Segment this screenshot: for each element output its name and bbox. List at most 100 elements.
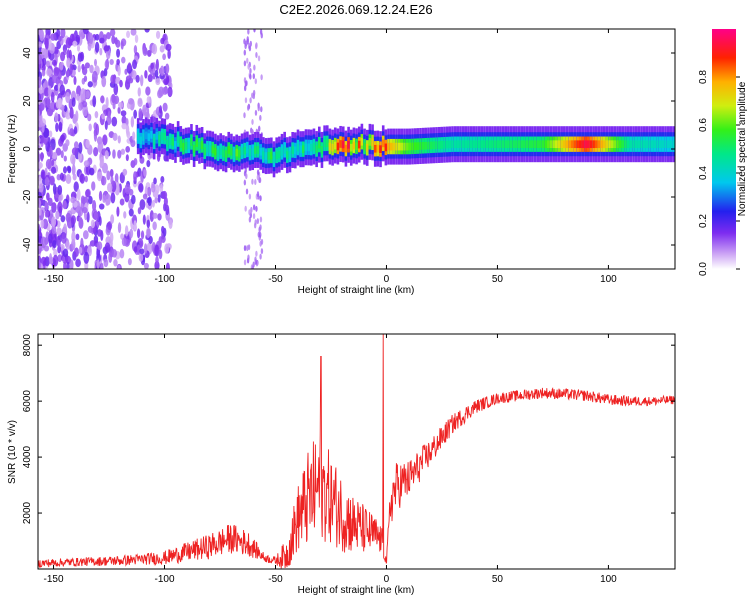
noise-speckle bbox=[51, 152, 58, 159]
noise-speckle bbox=[133, 246, 138, 253]
noise-speckle bbox=[145, 86, 151, 96]
noise-streak bbox=[255, 205, 258, 212]
noise-speckle bbox=[98, 216, 102, 226]
ridge-cell bbox=[413, 142, 417, 151]
ridge-cell bbox=[315, 145, 318, 153]
noise-speckle bbox=[48, 253, 53, 265]
noise-speckle bbox=[47, 233, 53, 244]
noise-speckle bbox=[38, 86, 44, 94]
ridge-cell bbox=[400, 142, 404, 151]
noise-speckle bbox=[53, 84, 59, 91]
noise-speckle bbox=[133, 45, 138, 55]
noise-streak bbox=[251, 128, 254, 135]
colorbar-gradient bbox=[712, 29, 736, 269]
ridge-cell bbox=[440, 140, 444, 149]
noise-speckle bbox=[138, 253, 144, 262]
noise-speckle bbox=[69, 106, 74, 119]
ridge-cell bbox=[376, 144, 380, 153]
noise-speckle bbox=[110, 192, 116, 204]
noise-speckle bbox=[127, 97, 134, 105]
ridge-cell bbox=[459, 140, 462, 149]
noise-speckle bbox=[52, 183, 57, 195]
noise-speckle bbox=[87, 32, 94, 45]
ridge-cell bbox=[632, 140, 635, 149]
ridge-cell bbox=[629, 140, 633, 149]
noise-speckle bbox=[51, 224, 57, 235]
ridge-cell bbox=[661, 140, 665, 149]
snr-y-tick-label: 2000 bbox=[22, 501, 33, 524]
noise-speckle bbox=[38, 229, 41, 236]
noise-speckle bbox=[103, 45, 110, 52]
noise-speckle bbox=[99, 47, 103, 56]
ridge-cell bbox=[200, 141, 204, 149]
ridge-cell bbox=[547, 140, 550, 149]
noise-speckle bbox=[111, 116, 118, 127]
spectrogram-x-label: Height of straight line (km) bbox=[298, 285, 415, 296]
ridge-cell bbox=[171, 138, 175, 146]
noise-streak bbox=[247, 29, 250, 35]
noise-speckle bbox=[46, 108, 53, 117]
noise-speckle bbox=[107, 182, 113, 193]
ridge-cell bbox=[666, 140, 670, 149]
noise-speckle bbox=[124, 68, 128, 75]
ridge-cell bbox=[397, 142, 401, 151]
noise-speckle bbox=[143, 169, 147, 177]
ridge-cell bbox=[360, 137, 364, 146]
noise-speckle bbox=[95, 123, 100, 136]
noise-speckle bbox=[142, 193, 148, 200]
noise-speckle bbox=[142, 104, 147, 116]
ridge-cell bbox=[232, 150, 236, 159]
noise-speckle bbox=[50, 91, 55, 103]
noise-speckle bbox=[104, 150, 109, 160]
ridge-cell bbox=[568, 140, 571, 149]
noise-speckle bbox=[93, 147, 99, 157]
noise-speckle bbox=[154, 184, 160, 195]
noise-speckle bbox=[77, 64, 81, 73]
ridge-cell bbox=[584, 140, 587, 149]
ridge-cell bbox=[278, 150, 281, 159]
ridge-cell bbox=[427, 141, 430, 150]
noise-streak bbox=[249, 97, 252, 104]
noise-speckle bbox=[48, 38, 52, 51]
spectrogram-y-tick-label: 20 bbox=[22, 95, 33, 107]
ridge-cell bbox=[144, 131, 148, 140]
noise-speckle bbox=[77, 150, 82, 162]
noise-speckle bbox=[103, 258, 109, 268]
noise-speckle bbox=[69, 63, 73, 75]
noise-streak bbox=[259, 114, 262, 121]
noise-speckle bbox=[126, 30, 130, 39]
ridge-cell bbox=[336, 142, 340, 151]
ridge-cell bbox=[405, 142, 409, 151]
noise-speckle bbox=[121, 56, 126, 64]
noise-streak bbox=[260, 106, 263, 113]
ridge-cell bbox=[280, 148, 284, 156]
ridge-cell bbox=[461, 140, 465, 149]
noise-speckle bbox=[82, 230, 89, 240]
noise-speckle bbox=[104, 242, 111, 253]
ridge-cell bbox=[150, 131, 153, 139]
noise-speckle bbox=[89, 240, 96, 247]
ridge-cell bbox=[347, 140, 350, 149]
colorbar: 0.0 0.2 0.4 0.6 0.8 Normalized spectral ampl… bbox=[698, 29, 748, 276]
noise-speckle bbox=[151, 43, 158, 55]
ridge-cell bbox=[525, 140, 529, 149]
noise-speckle bbox=[165, 204, 170, 216]
noise-streak bbox=[243, 112, 246, 119]
noise-speckle bbox=[58, 121, 63, 133]
ridge-cell bbox=[664, 140, 667, 149]
noise-speckle bbox=[60, 29, 66, 39]
noise-speckle bbox=[40, 169, 46, 180]
ridge-cell bbox=[435, 141, 438, 149]
noise-speckle bbox=[134, 34, 139, 44]
noise-speckle bbox=[114, 173, 119, 184]
ridge-cell bbox=[613, 140, 617, 149]
noise-speckle bbox=[144, 70, 148, 79]
noise-speckle bbox=[152, 212, 158, 219]
ridge-cell bbox=[565, 140, 569, 149]
noise-speckle bbox=[86, 211, 90, 223]
ridge-cell bbox=[208, 144, 212, 153]
ridge-cell bbox=[528, 140, 531, 149]
noise-streak bbox=[252, 93, 256, 100]
noise-streak bbox=[246, 104, 250, 111]
ridge-cell bbox=[349, 143, 353, 152]
